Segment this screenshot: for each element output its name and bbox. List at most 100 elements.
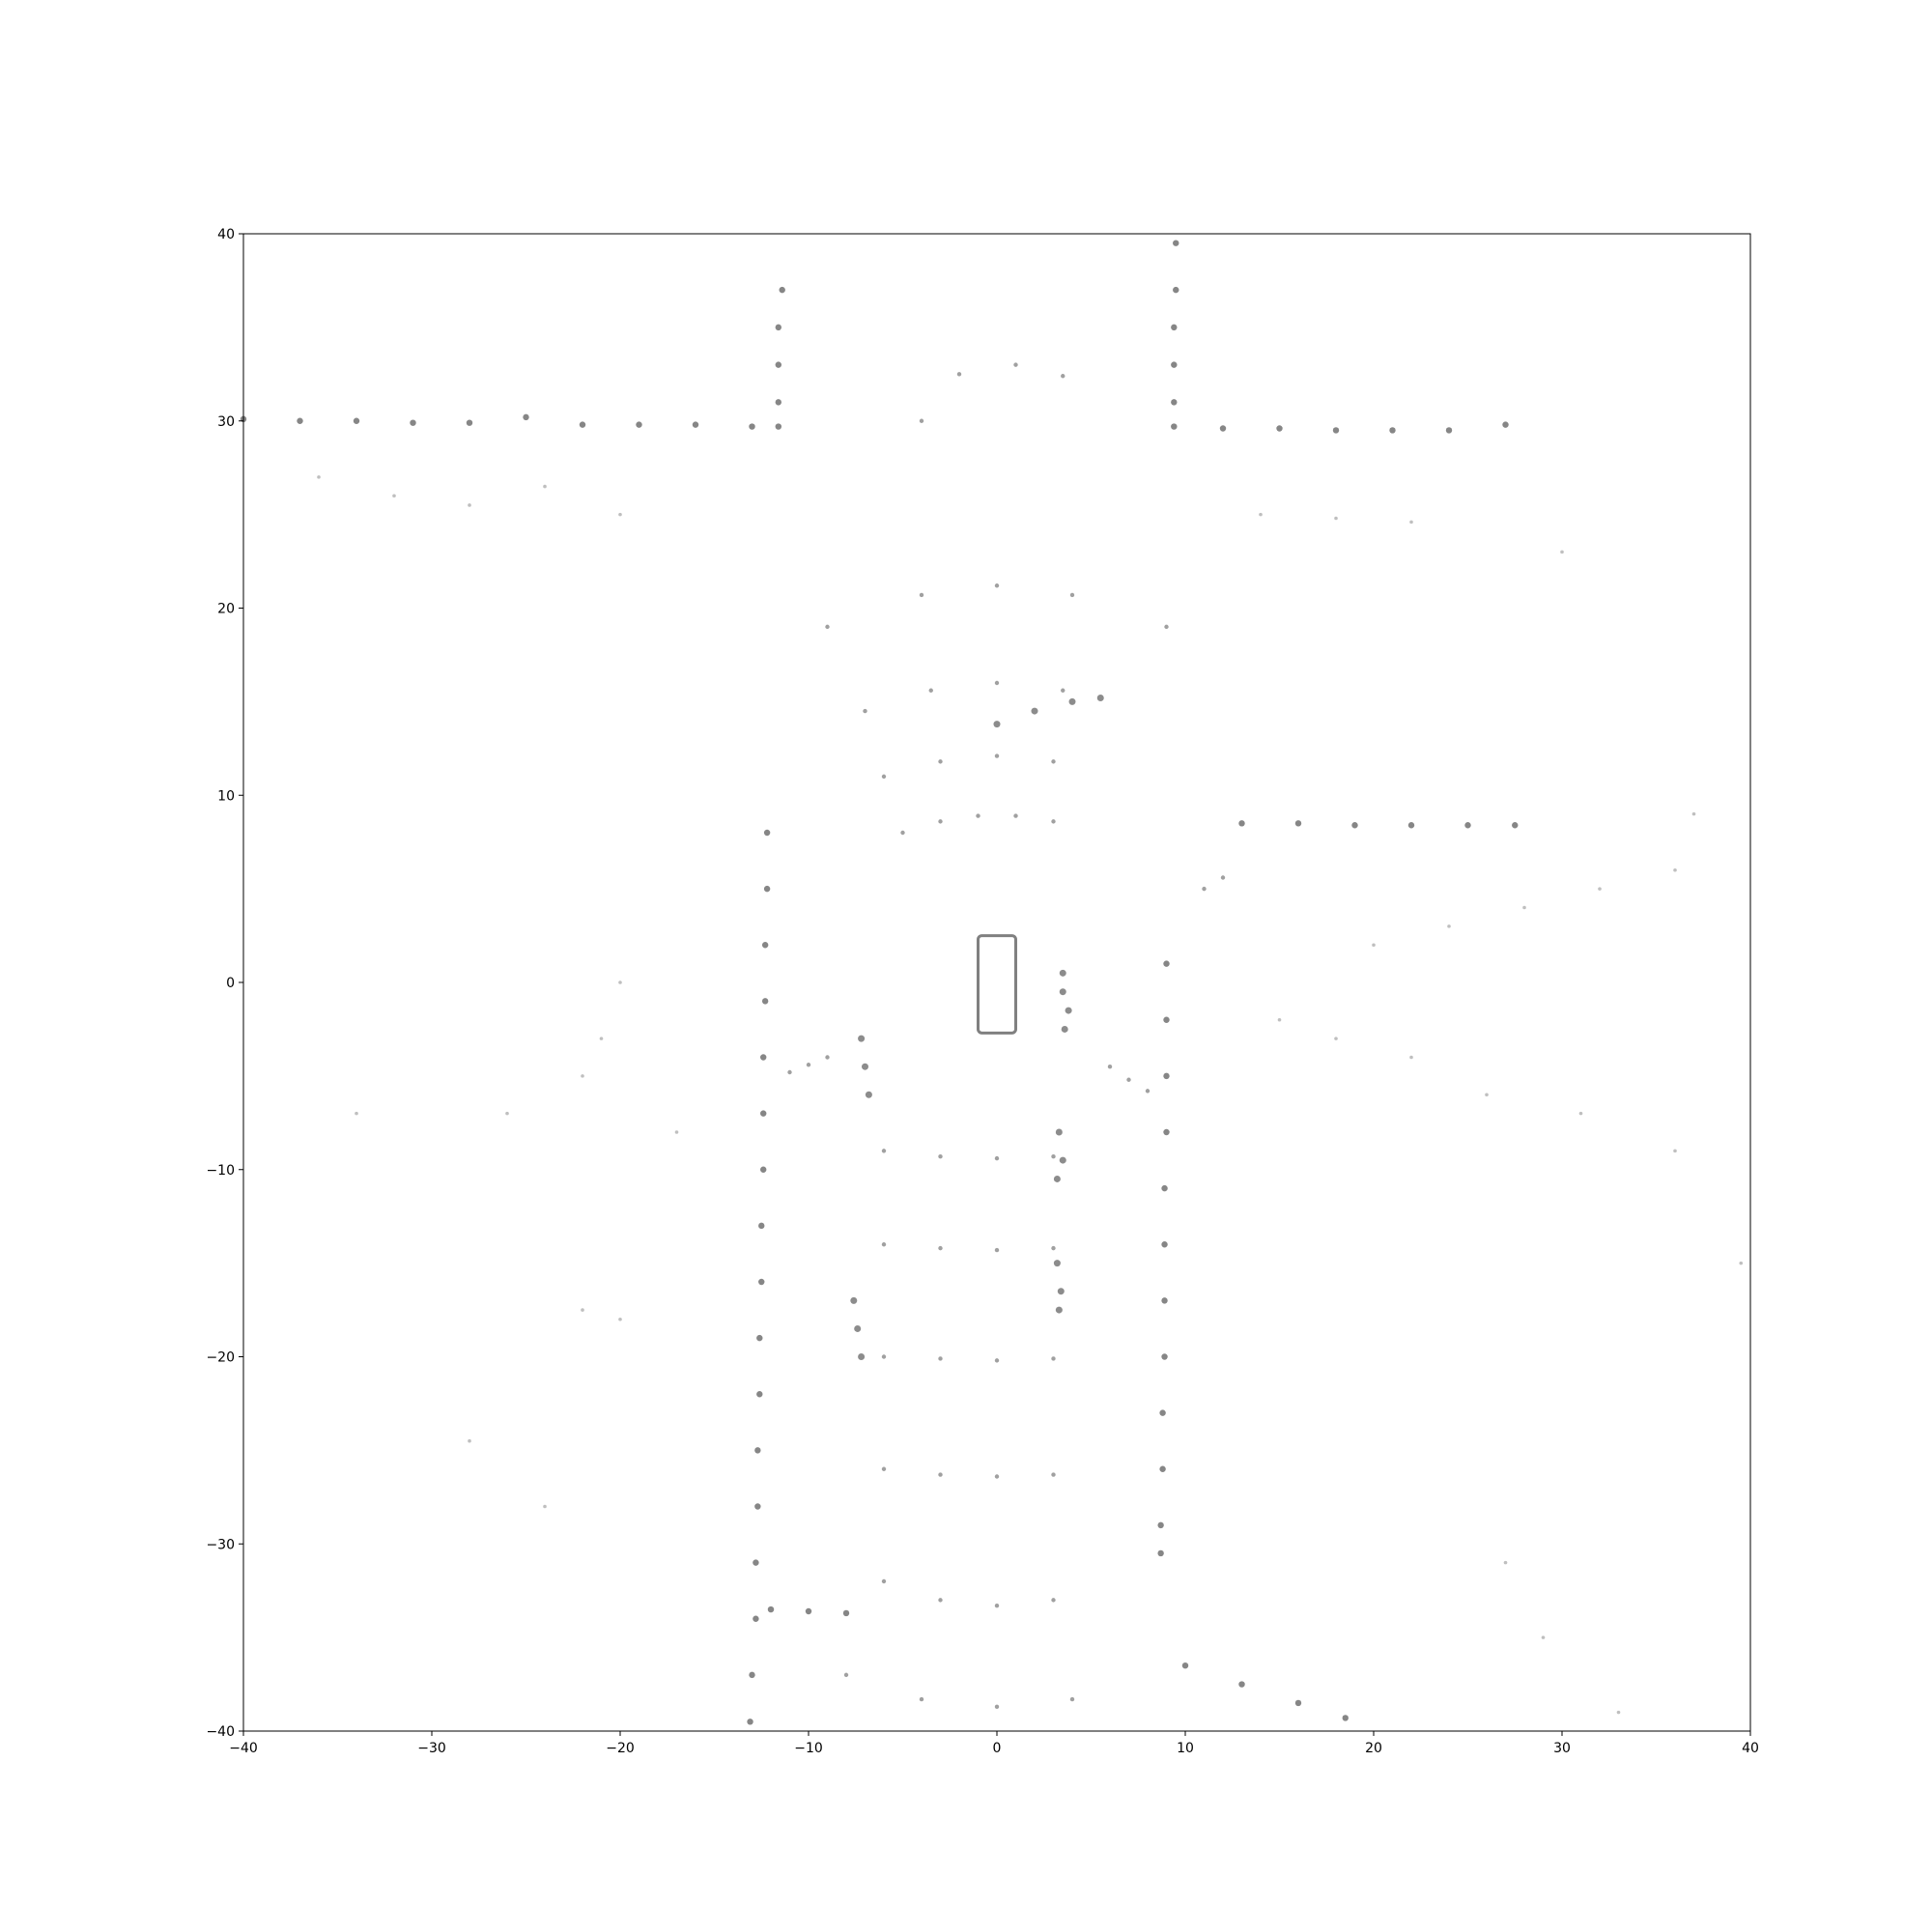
point-wall bbox=[1342, 1715, 1349, 1721]
point-wall bbox=[1163, 1128, 1170, 1136]
point-sparse-far bbox=[1372, 943, 1376, 948]
point-ground-ring bbox=[825, 1055, 830, 1060]
point-sparse-far bbox=[543, 484, 547, 489]
point-wall bbox=[763, 829, 771, 837]
point-cloud bbox=[240, 240, 1744, 1725]
point-ground-ring bbox=[787, 1069, 792, 1075]
point-wall bbox=[747, 1719, 753, 1725]
point-wall bbox=[1445, 427, 1453, 434]
point-ground-ring bbox=[881, 774, 887, 780]
x-tick-label: −20 bbox=[606, 1741, 635, 1756]
point-parked-vehicle bbox=[1053, 1260, 1061, 1267]
point-ground-ring bbox=[843, 1672, 849, 1678]
point-sparse-far bbox=[1447, 924, 1451, 928]
point-parked-vehicle bbox=[1055, 1306, 1063, 1314]
point-wall bbox=[1173, 240, 1179, 246]
point-wall bbox=[1171, 361, 1178, 368]
point-parked-vehicle bbox=[1096, 695, 1104, 701]
point-ground-ring bbox=[1051, 819, 1056, 824]
point-ground-ring bbox=[825, 624, 830, 630]
point-wall bbox=[758, 1278, 765, 1286]
point-ground-ring bbox=[994, 680, 1000, 686]
point-wall bbox=[763, 885, 771, 893]
point-parked-vehicle bbox=[1053, 1175, 1061, 1182]
point-wall bbox=[761, 998, 769, 1005]
point-wall bbox=[1163, 1016, 1170, 1023]
point-ground-ring bbox=[994, 1603, 1000, 1608]
point-ground-ring bbox=[938, 1598, 943, 1603]
point-ground-ring bbox=[881, 1354, 887, 1359]
point-ground-ring bbox=[919, 592, 924, 598]
point-sparse-far bbox=[581, 1308, 584, 1312]
point-sparse-far bbox=[1334, 516, 1338, 521]
point-ground-ring bbox=[1061, 374, 1065, 379]
point-wall bbox=[761, 942, 769, 949]
point-sparse-far bbox=[1673, 1149, 1677, 1153]
point-sparse-far bbox=[1334, 1037, 1338, 1040]
point-ground-ring bbox=[1051, 1598, 1056, 1603]
point-sparse-far bbox=[1541, 1635, 1546, 1639]
point-ground-ring bbox=[928, 688, 933, 693]
point-sparse-far bbox=[1673, 867, 1677, 872]
point-wall bbox=[1502, 421, 1509, 428]
y-tick-label: 30 bbox=[217, 414, 235, 430]
point-ground-ring bbox=[994, 1247, 1000, 1253]
point-wall bbox=[1163, 960, 1170, 967]
point-sparse-far bbox=[1409, 1055, 1413, 1060]
point-ground-ring bbox=[1051, 759, 1056, 764]
point-sparse-far bbox=[468, 503, 471, 507]
point-wall bbox=[779, 286, 785, 294]
point-parked-vehicle bbox=[1031, 707, 1038, 715]
point-wall bbox=[1351, 822, 1358, 829]
point-wall bbox=[1161, 1297, 1168, 1304]
point-wall bbox=[410, 419, 416, 426]
point-wall bbox=[1163, 1072, 1170, 1080]
point-sparse-far bbox=[317, 475, 321, 479]
point-ground-ring bbox=[1061, 688, 1065, 693]
point-ground-ring bbox=[938, 1356, 943, 1361]
y-tick-label: 20 bbox=[217, 602, 235, 617]
point-parked-vehicle bbox=[1055, 1128, 1063, 1136]
point-sparse-far bbox=[392, 494, 396, 498]
point-sparse-far bbox=[1616, 1710, 1621, 1715]
point-wall bbox=[756, 1334, 763, 1342]
point-sparse-far bbox=[1578, 1111, 1583, 1116]
point-sparse-far bbox=[1485, 1093, 1489, 1097]
point-wall bbox=[767, 1605, 775, 1613]
point-ground-ring bbox=[938, 1472, 943, 1477]
point-wall bbox=[1161, 1184, 1168, 1192]
x-tick-label: −40 bbox=[229, 1741, 258, 1756]
point-parked-vehicle bbox=[1059, 988, 1066, 996]
y-tick-label: 40 bbox=[217, 227, 235, 242]
point-ground-ring bbox=[938, 759, 943, 764]
point-sparse-far bbox=[505, 1111, 509, 1116]
point-wall bbox=[775, 399, 781, 406]
point-ground-ring bbox=[994, 753, 1000, 758]
point-wall bbox=[1171, 423, 1178, 430]
point-ground-ring bbox=[1145, 1089, 1151, 1094]
point-sparse-far bbox=[599, 1037, 604, 1040]
point-sparse-far bbox=[618, 1317, 622, 1321]
point-wall bbox=[1219, 425, 1227, 432]
point-wall bbox=[1238, 1681, 1245, 1688]
point-ground-ring bbox=[919, 1696, 924, 1702]
point-ground-ring bbox=[900, 830, 905, 836]
point-wall bbox=[749, 423, 755, 430]
point-sparse-far bbox=[468, 1438, 471, 1443]
point-wall bbox=[1389, 427, 1396, 434]
ego-vehicle bbox=[977, 934, 1017, 1035]
point-wall bbox=[353, 417, 360, 424]
x-tick-label: −30 bbox=[417, 1741, 446, 1756]
point-wall bbox=[1464, 822, 1471, 829]
x-tick-label: 20 bbox=[1365, 1741, 1382, 1756]
point-wall bbox=[466, 419, 473, 426]
point-wall bbox=[692, 421, 699, 428]
x-tick-label: 0 bbox=[993, 1741, 1002, 1756]
point-sparse-far bbox=[1409, 520, 1413, 525]
point-ground-ring bbox=[919, 418, 924, 423]
point-ground-ring bbox=[881, 1466, 887, 1471]
point-wall bbox=[1159, 1409, 1166, 1416]
point-wall bbox=[758, 1222, 765, 1230]
